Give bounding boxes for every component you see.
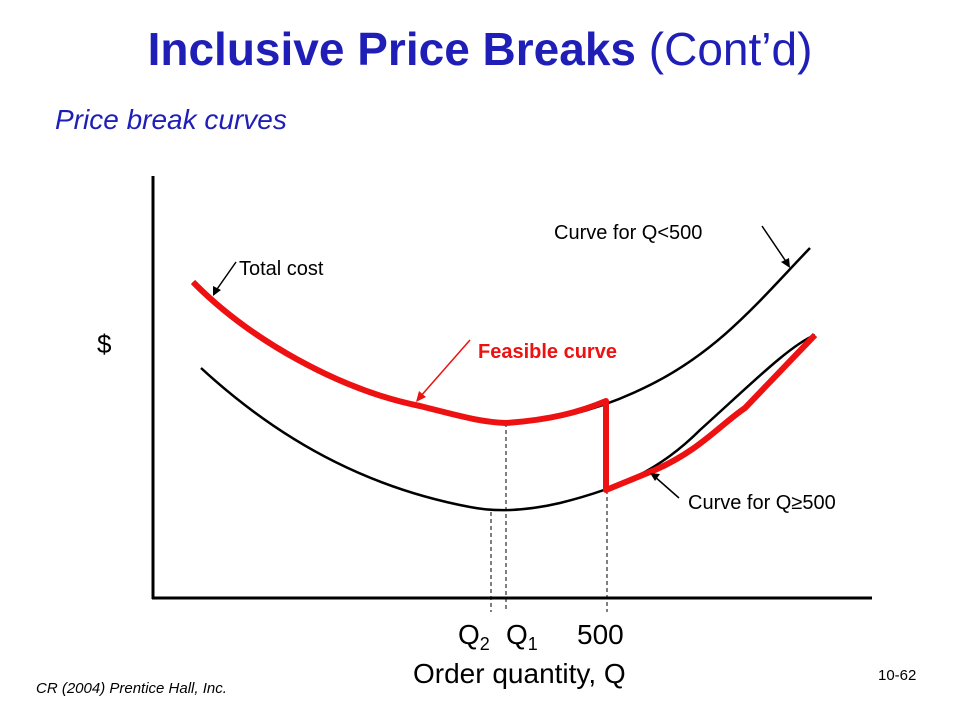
y-axis-label: $ bbox=[97, 329, 112, 359]
ge500-arrowhead bbox=[650, 473, 660, 481]
subtitle: Price break curves bbox=[55, 104, 287, 135]
q1-letter: Q bbox=[506, 619, 528, 650]
feasible-arrowhead bbox=[416, 391, 426, 402]
page-title: Inclusive Price Breaks (Cont’d) bbox=[0, 22, 960, 76]
q2-letter: Q bbox=[458, 619, 480, 650]
q1-subscript: 1 bbox=[528, 634, 538, 654]
curve-lt-500-label: Curve for Q<500 bbox=[554, 222, 702, 244]
lt500-pointer bbox=[761, 225, 788, 264]
total-cost-pointer bbox=[214, 261, 237, 293]
q2-subscript: 2 bbox=[480, 634, 490, 654]
ge500-pointer bbox=[653, 475, 680, 499]
title-bold: Inclusive Price Breaks bbox=[147, 23, 637, 75]
total-cost-arrowhead bbox=[213, 286, 221, 296]
feasible-curve bbox=[190, 279, 818, 493]
curve-ge-500-label: Curve for Q≥500 bbox=[688, 492, 836, 514]
footer-credit: CR (2004) Prentice Hall, Inc. bbox=[36, 680, 227, 697]
slide-number: 10-62 bbox=[878, 667, 917, 684]
title-rest: (Cont’d) bbox=[648, 23, 813, 75]
curve-q-ge-500 bbox=[200, 333, 816, 512]
q1-tick-label: Q1 bbox=[506, 619, 538, 654]
feasible-curve-label: Feasible curve bbox=[478, 341, 617, 363]
lt500-arrowhead bbox=[781, 258, 790, 268]
q2-tick-label: Q2 bbox=[458, 619, 490, 654]
feasible-pointer bbox=[419, 339, 471, 398]
total-cost-label: Total cost bbox=[239, 258, 324, 280]
x-axis-label: Order quantity, Q bbox=[413, 658, 626, 689]
break-tick-label: 500 bbox=[577, 619, 624, 650]
